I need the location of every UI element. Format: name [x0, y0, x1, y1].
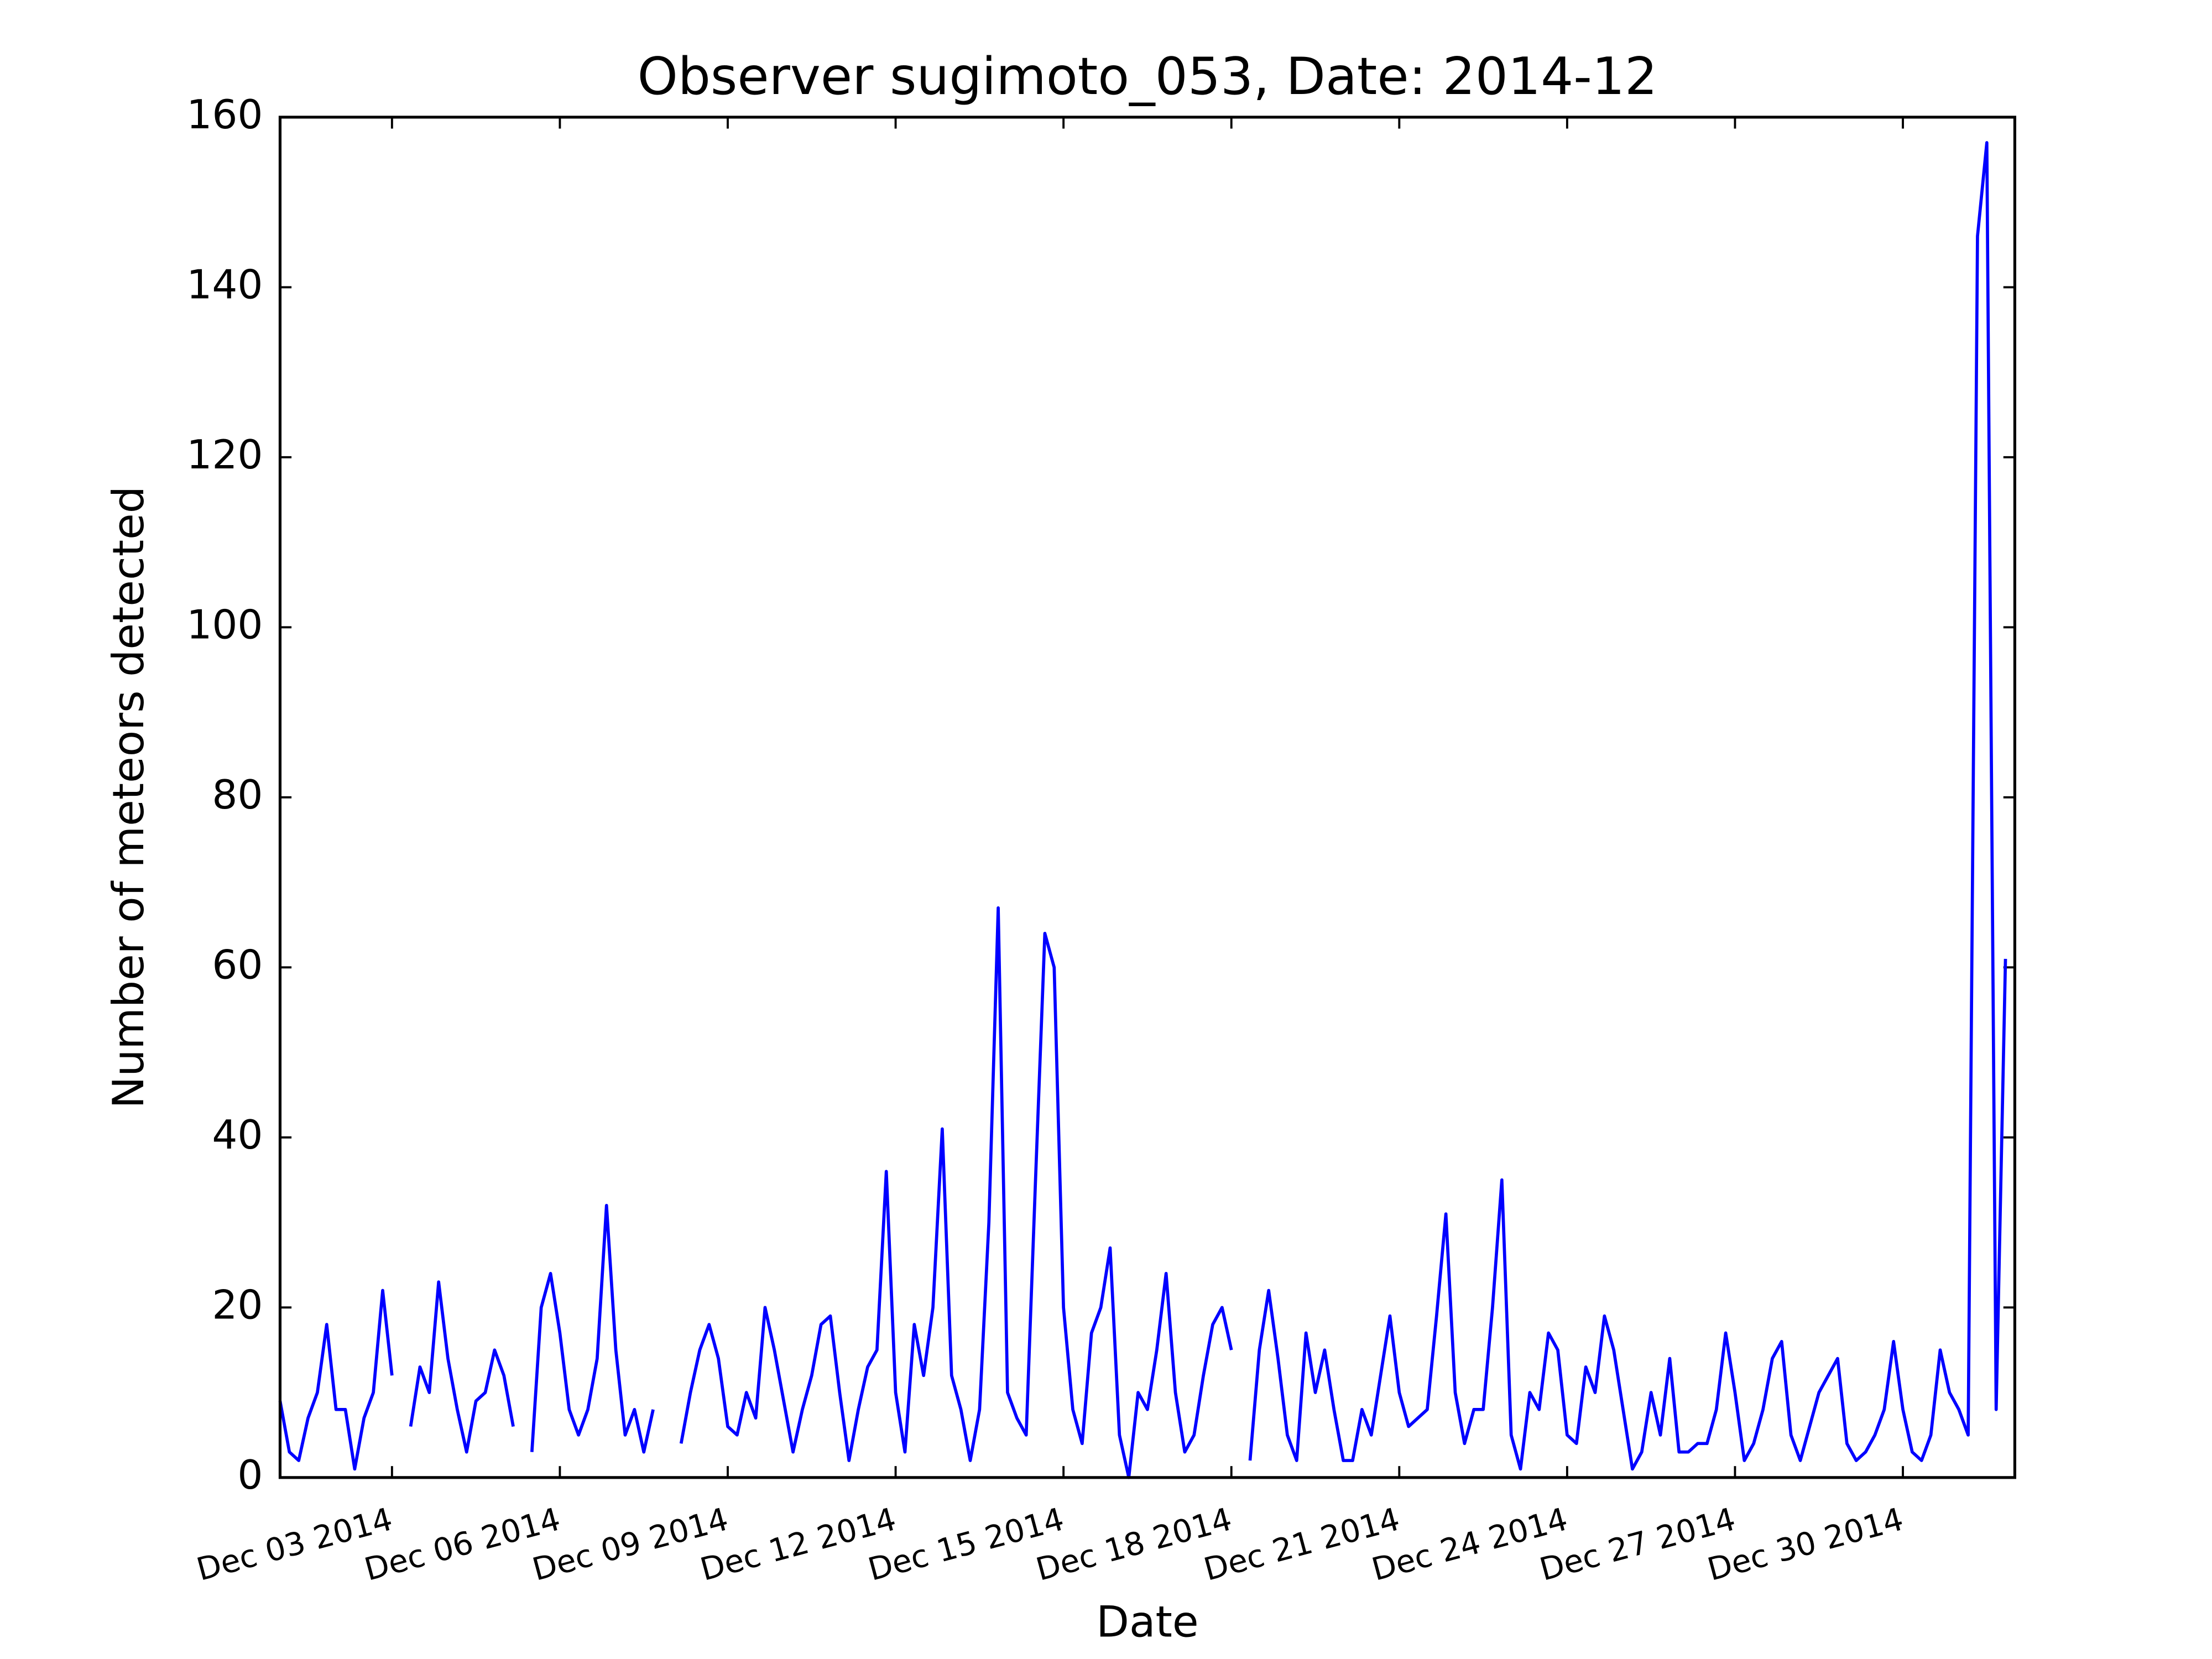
y-axis-label: Number of meteors detected [104, 486, 154, 1109]
y-tick-label: 40 [212, 1112, 263, 1159]
y-tick-label: 160 [186, 92, 263, 138]
data-line [278, 141, 2007, 1479]
y-tick-label: 100 [186, 602, 263, 648]
y-tick-label: 0 [237, 1452, 263, 1499]
plot-frame [278, 116, 2016, 1479]
x-axis-label: Date [1096, 1597, 1198, 1647]
chart-title: Observer sugimoto_053, Date: 2014-12 [638, 46, 1658, 106]
y-tick-label: 60 [212, 942, 263, 988]
y-tick-label: 20 [212, 1282, 263, 1328]
y-tick-label: 120 [186, 432, 263, 478]
y-tick-label: 80 [212, 772, 263, 818]
y-tick-label: 140 [186, 262, 263, 308]
